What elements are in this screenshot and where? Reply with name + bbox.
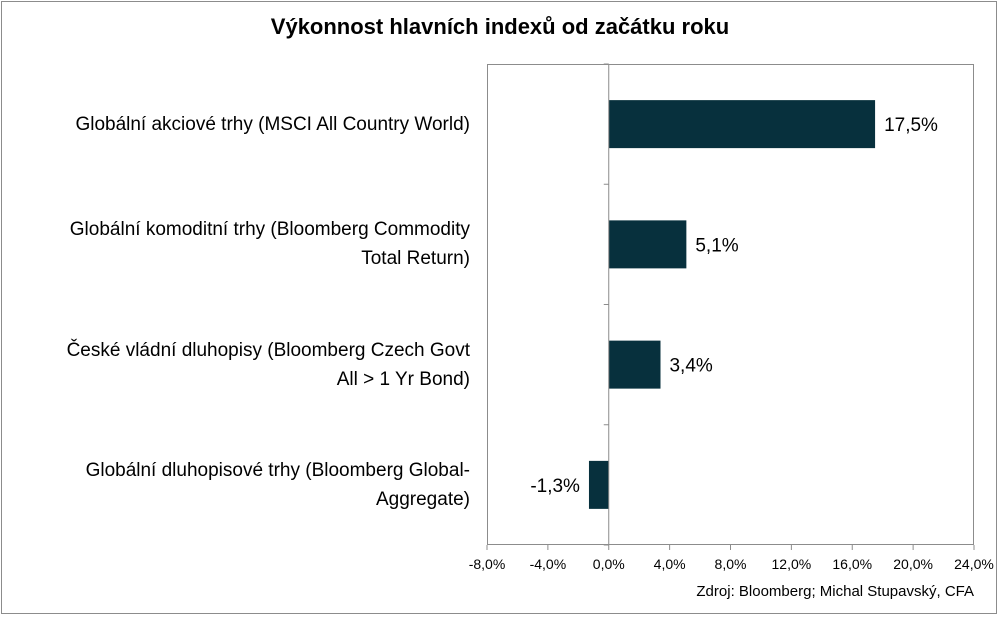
category-label-line: Globální komoditní trhy (Bloomberg Commo… [69, 219, 470, 241]
category-label-line: Total Return) [361, 248, 470, 270]
category-label: Globální komoditní trhy (Bloomberg Commo… [0, 215, 470, 273]
chart-title: Výkonnost hlavních indexů od začátku rok… [270, 14, 730, 39]
x-tick-label: 16,0% [832, 556, 872, 572]
data-label: 3,4% [669, 356, 712, 377]
x-tick-label: -8,0% [469, 556, 506, 572]
data-label: 5,1% [695, 235, 738, 256]
category-label-line: Aggregate) [375, 488, 470, 510]
category-label: Globální dluhopisové trhy (Bloomberg Glo… [0, 456, 470, 514]
bar [608, 220, 687, 269]
category-label: Globální akciové trhy (MSCI All Country … [0, 110, 470, 139]
data-label: 17,5% [884, 115, 938, 136]
bar [588, 460, 609, 509]
x-tick-label: 24,0% [954, 556, 994, 572]
bars-group: 17,5% 5,1% 3,4% -1,3% [530, 100, 938, 509]
category-label-line: České vládní dluhopisy (Bloomberg Czech … [66, 339, 470, 361]
category-label-line: All > 1 Yr Bond) [336, 368, 470, 390]
x-tick-label: 12,0% [772, 556, 812, 572]
category-label: České vládní dluhopisy (Bloomberg Czech … [0, 336, 470, 394]
data-label: -1,3% [530, 476, 580, 497]
x-tick-label: 0,0% [593, 556, 625, 572]
category-label-line: Globální dluhopisové trhy (Bloomberg Glo… [85, 459, 470, 481]
category-label-line: Globální akciové trhy (MSCI All Country … [75, 113, 470, 135]
x-tick-label: 8,0% [715, 556, 747, 572]
x-tick-label: 4,0% [654, 556, 686, 572]
x-tick-label: -4,0% [530, 556, 567, 572]
plot-area [487, 64, 974, 545]
axis-group: -8,0% -4,0% 0,0% 4,0% 8,0% 12,0% 16,0% 20,0% 24,… [469, 63, 994, 572]
bar [608, 100, 876, 149]
x-tick-label: 20,0% [893, 556, 933, 572]
source-note: Zdroj: Bloomberg; Michal Stupavský, CFA [696, 583, 974, 600]
bar [608, 340, 661, 389]
